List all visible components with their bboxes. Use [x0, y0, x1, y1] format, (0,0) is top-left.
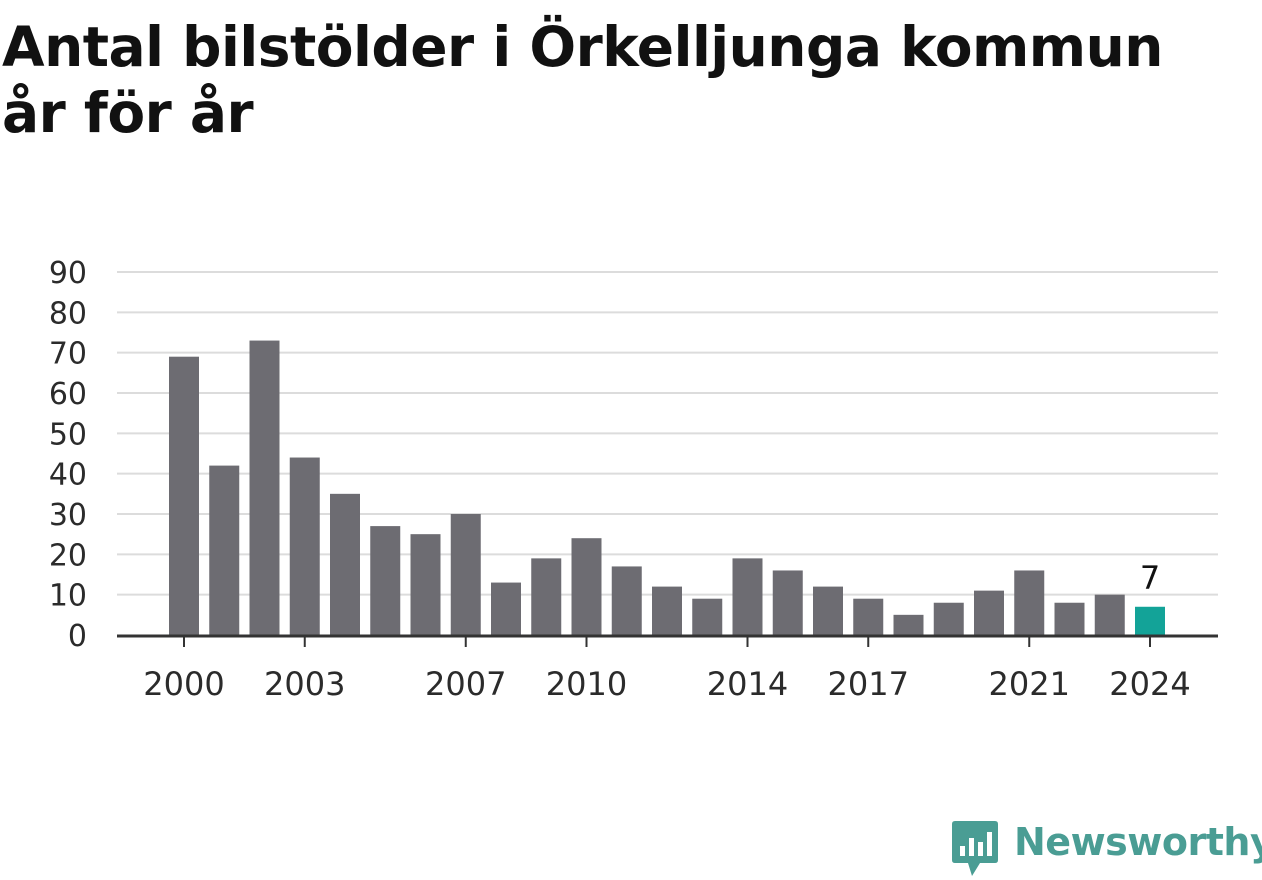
data-labels: 7: [1140, 559, 1160, 597]
x-tick-label-2010: 2010: [546, 665, 627, 703]
y-tick-label-20: 20: [49, 538, 87, 573]
bar-2005: [370, 526, 401, 635]
bar-2014: [732, 558, 763, 635]
chart-title: Antal bilstölder i Örkelljunga kommun år…: [2, 15, 1163, 145]
y-tick-label-80: 80: [49, 296, 87, 331]
newsworthy-brand: Newsworthy: [950, 818, 1262, 880]
bar-2024: [1135, 606, 1165, 635]
bar-2013: [692, 598, 723, 635]
x-tick-label-2003: 2003: [264, 665, 345, 703]
x-tick-label-2000: 2000: [143, 665, 224, 703]
y-tick-label-50: 50: [49, 417, 87, 452]
x-tick-label-2021: 2021: [989, 665, 1070, 703]
y-tick-label-70: 70: [49, 337, 87, 372]
bar-2008: [491, 582, 521, 635]
bar-2022: [1054, 602, 1085, 635]
x-tick-label-2014: 2014: [707, 665, 788, 703]
bar-2004: [330, 493, 360, 635]
x-tick-label-2017: 2017: [828, 665, 909, 703]
grid-lines: [117, 271, 1218, 596]
bar-2017: [853, 598, 884, 635]
y-axis-ticks: 0 10 20 30 40 50 60 70 80 90: [49, 256, 87, 654]
x-tick-label-2007: 2007: [425, 665, 506, 703]
x-tick-label-2024: 2024: [1109, 665, 1190, 703]
y-tick-label-90: 90: [49, 256, 87, 291]
bar-2002: [249, 340, 280, 635]
bar-2018: [893, 614, 924, 635]
x-axis-ticks: 2000 2003 2007 2010 2014 2017 2021 2024: [143, 637, 1191, 703]
data-label-2024: 7: [1140, 559, 1160, 597]
bar-2011: [611, 566, 642, 635]
bar-2003: [289, 457, 320, 635]
bar-2000: [169, 356, 199, 635]
bar-2021: [1014, 570, 1045, 635]
bar-2009: [531, 558, 562, 635]
bar-2015: [772, 570, 803, 635]
bar-2007: [450, 514, 481, 635]
bar-2006: [410, 534, 441, 635]
bar-2023: [1094, 594, 1125, 635]
bar-2019: [933, 602, 964, 635]
brand-name: Newsworthy: [1014, 820, 1262, 864]
y-tick-label-10: 10: [49, 579, 87, 614]
newsworthy-logo-icon: [952, 821, 998, 876]
bar-2012: [652, 586, 682, 635]
bars: [169, 340, 1165, 635]
bar-2016: [813, 586, 843, 635]
bar-2010: [571, 538, 602, 635]
y-tick-label-30: 30: [49, 498, 87, 533]
bar-2020: [974, 590, 1004, 635]
y-tick-label-0: 0: [68, 619, 87, 654]
y-tick-label-40: 40: [49, 458, 87, 493]
bar-2001: [209, 465, 240, 635]
y-tick-label-60: 60: [49, 377, 87, 412]
